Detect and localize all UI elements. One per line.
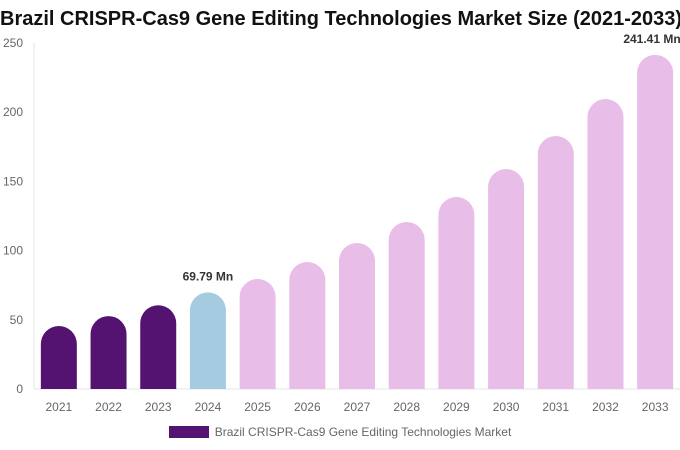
x-tick-label: 2022 [95,400,122,414]
x-tick-label: 2033 [642,400,669,414]
y-tick-label: 150 [3,174,23,188]
bar-2031 [537,136,574,389]
x-tick-label: 2032 [592,400,619,414]
bar-2021 [40,326,77,389]
chart-title: Brazil CRISPR-Cas9 Gene Editing Technolo… [0,8,680,30]
bar-2024 [189,292,226,389]
y-tick-label: 0 [16,382,23,396]
bar-2025 [239,278,276,389]
x-tick-label: 2024 [195,400,222,414]
data-label: 241.41 Mn [623,32,680,46]
bar-2027 [339,242,375,389]
x-tick-label: 2021 [45,400,72,414]
x-tick-label: 2026 [294,400,321,414]
legend: Brazil CRISPR-Cas9 Gene Editing Technolo… [0,425,680,439]
x-tick-label: 2025 [244,400,271,414]
x-tick-label: 2030 [493,400,520,414]
x-tick-label: 2031 [542,400,569,414]
bar-2022 [90,316,127,389]
legend-label: Brazil CRISPR-Cas9 Gene Editing Technolo… [214,425,512,439]
bar-2026 [289,261,326,389]
x-tick-label: 2027 [344,400,371,414]
bar-2028 [388,221,425,389]
bar-2029 [438,197,475,389]
bar-2030 [488,168,525,389]
y-tick-label: 50 [10,313,24,327]
x-tick-label: 2028 [393,400,420,414]
legend-swatch [168,426,209,438]
bar-2023 [140,305,177,389]
y-tick-label: 200 [3,105,23,119]
y-tick-label: 100 [3,244,23,258]
x-tick-label: 2029 [443,400,470,414]
bar-2033 [637,54,674,390]
data-label: 69.79 Mn [183,269,234,283]
x-tick-label: 2023 [145,400,172,414]
y-tick-label: 250 [3,36,23,50]
bar-2032 [587,99,624,389]
